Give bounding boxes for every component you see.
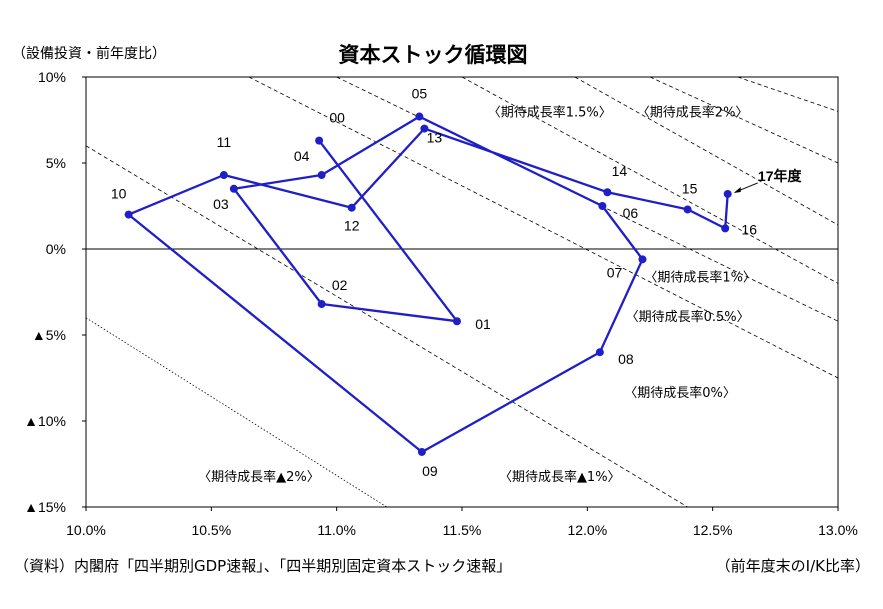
y-tick-label: ▲15% [24,499,66,515]
y-tick-label: 5% [46,155,66,171]
data-point [598,202,607,210]
y-axis-label: （設備投資・前年度比） [12,45,166,62]
point-label: 06 [623,205,639,221]
y-tick-label: ▲10% [24,413,66,429]
data-point [638,255,647,264]
x-tick-label: 10.5% [191,522,231,538]
x-axis-label: （前年度末のI/K比率） [716,557,870,575]
point-label: 16 [741,221,757,237]
point-label: 07 [607,264,623,280]
x-tick-label: 12.0% [567,522,607,538]
point-label: 00 [329,110,345,126]
source-note: （資料）内閣府「四半期別GDP速報」、「四半期別固定資本ストック速報」 [14,557,511,575]
data-point [347,203,356,212]
y-tick-label: 10% [38,69,66,85]
data-point [229,184,238,193]
point-label: 14 [612,163,628,179]
data-point [721,224,730,233]
x-tick-label: 12.5% [693,522,733,538]
data-point [603,188,612,197]
series-line [127,115,729,454]
iso-line-label: 〈期待成長率1.5%〉 [488,104,612,120]
data-point [595,348,604,357]
data-point [317,171,326,180]
data-point [417,447,426,456]
chart-title: 資本ストック循環図 [339,43,528,67]
iso-growth-line [574,77,838,226]
point-label: 09 [422,463,438,479]
y-tick-label: ▲5% [32,327,66,343]
y-tick-label: 0% [46,241,66,257]
iso-line-label: 〈期待成長率▲1%〉 [499,469,621,485]
point-label: 17年度 [758,168,803,184]
point-label: 10 [111,186,127,202]
x-tick-label: 13.0% [818,522,858,538]
point-label: 02 [332,277,348,293]
data-point [219,171,228,180]
pointer-arrowhead [733,186,741,193]
x-tick-label: 11.0% [317,522,356,538]
point-label: 15 [682,180,698,196]
iso-line-label: 〈期待成長率2%〉 [637,104,749,120]
iso-line-label: 〈期待成長率0.5%〉 [626,309,750,325]
iso-growth-line [737,77,838,112]
point-label: 08 [618,351,634,367]
point-label: 11 [217,134,232,150]
x-tick-label: 10.0% [66,522,106,538]
point-label: 05 [412,86,428,102]
point-label: 04 [294,148,310,164]
point-label: 01 [475,316,491,332]
iso-line-label: 〈期待成長率1%〉 [644,270,756,286]
data-point [723,189,732,198]
point-label: 12 [344,218,360,234]
data-point [683,205,692,214]
data-point [420,124,429,133]
data-point [452,317,461,326]
iso-growth-line [86,145,688,507]
data-point [317,300,326,309]
iso-growth-line [248,77,838,379]
point-label: 13 [427,130,443,146]
plot-area [85,76,839,508]
x-tick-label: 11.5% [443,522,482,538]
data-point [415,112,424,121]
data-point [315,136,324,145]
data-point [124,210,133,219]
iso-line-label: 〈期待成長率▲2%〉 [198,469,320,485]
iso-line-label: 〈期待成長率0%〉 [624,385,736,401]
point-label: 03 [213,196,229,212]
